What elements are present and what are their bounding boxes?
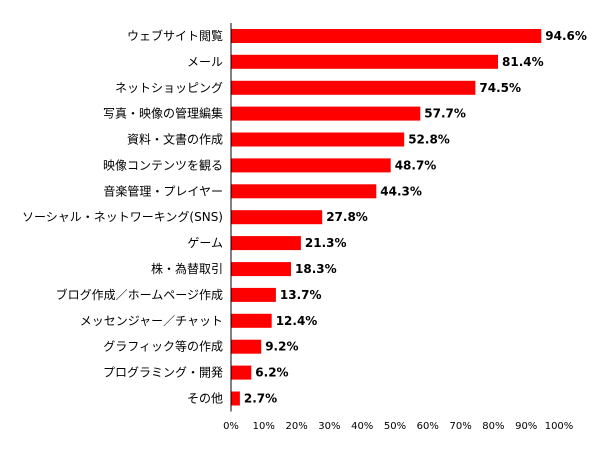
value-label: 21.3%: [305, 236, 347, 250]
value-label: 52.8%: [408, 133, 450, 147]
value-labels-group: 94.6%81.4% 74.5% 57.7% 52.8% 48.7% 44.3% 27.8%…: [244, 29, 587, 406]
x-tick-label: 70%: [449, 421, 471, 432]
value-label: 44.3%: [380, 184, 422, 198]
value-label: 57.7%: [424, 107, 466, 121]
bar: [231, 262, 291, 277]
x-tick-label: 100%: [545, 421, 574, 432]
category-label: その他: [187, 392, 223, 406]
x-tick-label: 90%: [515, 421, 537, 432]
x-tick-label: 50%: [384, 421, 406, 432]
value-label: 13.7%: [280, 288, 322, 302]
category-label: 資料・文書の作成: [127, 132, 223, 147]
value-label: 2.7%: [244, 392, 277, 406]
x-tick-label: 20%: [285, 421, 307, 432]
value-label: 27.8%: [326, 210, 368, 224]
bar: [231, 236, 301, 251]
bar: [231, 132, 405, 147]
category-label: ソーシャル・ネットワーキング(SNS): [22, 210, 223, 224]
category-label: メッセンジャー／チャット: [80, 314, 223, 328]
value-label: 48.7%: [395, 158, 437, 172]
bar: [231, 365, 252, 380]
category-label: 写真・映像の管理編集: [103, 106, 223, 121]
bar: [231, 106, 421, 121]
bar: [231, 339, 262, 354]
bars-group: [231, 29, 542, 406]
x-tick-label: 30%: [318, 421, 340, 432]
category-label: ゲーム: [187, 236, 223, 250]
bar: [231, 210, 323, 225]
category-label: ネットショッピング: [115, 81, 223, 95]
category-label: ブログ作成／ホームページ作成: [56, 287, 223, 302]
category-label: 株・為替取引: [151, 261, 223, 276]
category-label: プログラミング・開発: [103, 366, 223, 380]
value-label: 12.4%: [276, 314, 318, 328]
category-label: グラフィック等の作成: [103, 340, 223, 354]
bar: [231, 313, 272, 328]
x-tick-label: 0%: [223, 421, 239, 432]
category-label: 音楽管理・プレイヤー: [103, 183, 223, 198]
category-label: ウェブサイト閲覧: [127, 28, 223, 43]
value-label: 18.3%: [295, 262, 337, 276]
x-tick-label: 80%: [482, 421, 504, 432]
bar: [231, 54, 498, 69]
category-labels-group: ウェブサイト閲覧メールネットショッピング写真・映像の管理編集資料・文書の作成映像…: [22, 28, 223, 406]
category-label: メール: [187, 55, 223, 69]
bar: [231, 184, 377, 199]
bar: [231, 80, 476, 95]
x-tick-label: 60%: [417, 421, 439, 432]
category-label: 映像コンテンツを観る: [103, 158, 223, 172]
value-label: 94.6%: [545, 29, 587, 43]
bar: [231, 287, 276, 302]
value-label: 81.4%: [502, 55, 544, 69]
tick-labels-group: 0% 10% 20% 30% 40% 50% 60% 70% 80% 90% 100%: [223, 421, 573, 432]
value-label: 74.5%: [479, 81, 521, 95]
bar: [231, 391, 240, 406]
value-label: 9.2%: [265, 340, 298, 354]
bar: [231, 158, 391, 173]
value-label: 6.2%: [255, 366, 288, 380]
bar: [231, 29, 542, 43]
x-tick-label: 40%: [351, 421, 373, 432]
x-tick-label: 10%: [253, 421, 275, 432]
